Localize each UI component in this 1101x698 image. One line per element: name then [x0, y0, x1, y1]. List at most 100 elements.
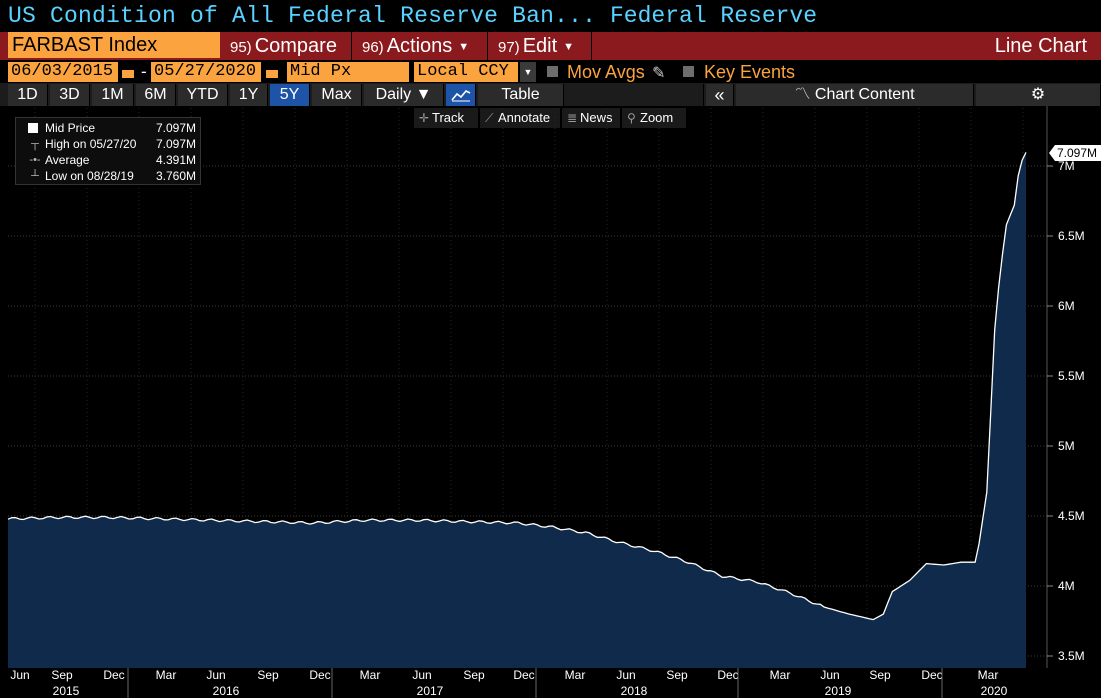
- start-date-field[interactable]: 06/03/2015: [8, 62, 118, 82]
- x-tick-label: Dec: [309, 668, 330, 682]
- period-button-1y[interactable]: 1Y: [230, 84, 268, 106]
- period-button-max[interactable]: Max: [312, 84, 362, 106]
- y-tick-label: 6.5M: [1058, 229, 1085, 243]
- calendar-icon[interactable]: [121, 66, 135, 79]
- last-value-tag: 7.097M: [1049, 145, 1101, 161]
- period-button-3d[interactable]: 3D: [50, 84, 90, 106]
- x-tick-label: Jun: [10, 668, 29, 682]
- frequency-label: Daily: [375, 86, 412, 103]
- period-button-ytd[interactable]: YTD: [178, 84, 228, 106]
- toolbar-spacer: [564, 84, 704, 106]
- x-tick-label: Mar: [770, 668, 791, 682]
- x-tick-label: Sep: [666, 668, 688, 682]
- actions-number: 96): [362, 39, 384, 56]
- field-selector[interactable]: Mid Px: [287, 62, 409, 82]
- legend-value: 3.760M: [155, 169, 196, 183]
- chevron-down-icon[interactable]: ▼: [520, 62, 536, 82]
- chart-type-label[interactable]: Line Chart: [994, 35, 1087, 57]
- actions-button[interactable]: 96) Actions ▼: [356, 32, 488, 60]
- x-tick-label: Mar: [360, 668, 381, 682]
- source-title: Federal Reserve: [610, 3, 818, 29]
- legend-average: -•- Average 4.391M: [16, 152, 200, 168]
- x-year-label: 2020: [981, 684, 1008, 698]
- chevron-down-icon: ▼: [563, 41, 575, 53]
- x-tick-label: Dec: [103, 668, 124, 682]
- compare-label: Compare: [254, 35, 337, 57]
- mov-avgs-checkbox[interactable]: [547, 66, 558, 77]
- track-tool[interactable]: ✛ Track: [414, 108, 478, 128]
- x-tick-label: Sep: [51, 668, 73, 682]
- x-axis: Jun Sep Dec Mar Jun Sep Dec Mar Jun Sep Dec Mar Jun S…: [10, 668, 1008, 698]
- legend-label: Average: [45, 153, 90, 167]
- calendar-icon[interactable]: [265, 66, 279, 79]
- y-tick-label: 4.5M: [1058, 509, 1085, 523]
- y-tick-label: 7M: [1058, 159, 1075, 173]
- x-year-label: 2015: [53, 684, 80, 698]
- high-marker-icon: ┬: [31, 138, 39, 150]
- key-events-checkbox[interactable]: [683, 66, 694, 77]
- legend-value: 4.391M: [155, 153, 196, 167]
- end-date-field[interactable]: 05/27/2020: [151, 62, 261, 82]
- edit-label: Edit: [522, 35, 558, 57]
- x-tick-label: Sep: [869, 668, 891, 682]
- legend-label: High on 05/27/20: [45, 137, 137, 151]
- period-button-1m[interactable]: 1M: [92, 84, 134, 106]
- last-value-text: 7.097M: [1057, 146, 1097, 160]
- compare-number: 95): [230, 39, 252, 56]
- x-tick-label: Jun: [616, 668, 635, 682]
- x-tick-label: Dec: [513, 668, 534, 682]
- period-button-1d[interactable]: 1D: [8, 84, 48, 106]
- x-tick-label: Dec: [717, 668, 738, 682]
- annotate-icon: ⟋: [485, 111, 494, 125]
- price-area: [8, 152, 1026, 668]
- legend-value: 7.097M: [155, 137, 196, 151]
- legend-value: 7.097M: [155, 121, 196, 135]
- news-icon: ≣: [567, 111, 578, 125]
- chart-content-button[interactable]: 〽 Chart Content: [736, 84, 974, 106]
- legend-label: Low on 08/28/19: [45, 169, 134, 183]
- pencil-icon[interactable]: ✎: [652, 65, 666, 82]
- series-swatch-icon: [28, 123, 38, 133]
- zoom-tool[interactable]: ⚲ Zoom: [622, 108, 686, 128]
- collapse-icon[interactable]: «: [706, 84, 734, 106]
- track-label: Track: [432, 110, 465, 125]
- ticker-field[interactable]: FARBAST Index: [8, 32, 220, 58]
- chart-content-icon: 〽: [794, 86, 811, 103]
- low-marker-icon: ┴: [31, 170, 39, 182]
- search-icon: ⚲: [627, 111, 636, 125]
- x-tick-label: Sep: [463, 668, 485, 682]
- y-tick-label: 5.5M: [1058, 369, 1085, 383]
- security-title: US Condition of All Federal Reserve Ban.…: [8, 3, 597, 29]
- actions-label: Actions: [386, 35, 453, 57]
- period-button-6m[interactable]: 6M: [136, 84, 176, 106]
- x-year-label: 2017: [417, 684, 444, 698]
- annotate-tool[interactable]: ⟋ Annotate: [480, 108, 560, 128]
- mov-avgs-label[interactable]: Mov Avgs: [567, 62, 645, 82]
- zoom-label: Zoom: [640, 110, 674, 125]
- currency-selector[interactable]: Local CCY: [414, 62, 518, 82]
- x-tick-label: Dec: [921, 668, 942, 682]
- edit-button[interactable]: 97) Edit ▼: [492, 32, 592, 60]
- period-button-5y[interactable]: 5Y: [270, 84, 310, 106]
- y-tick-label: 6M: [1058, 299, 1075, 313]
- compare-button[interactable]: 95) Compare: [224, 32, 352, 60]
- line-chart-icon[interactable]: [446, 84, 476, 106]
- table-button[interactable]: Table: [478, 84, 564, 106]
- x-tick-label: Jun: [206, 668, 225, 682]
- chart-content-label: Chart Content: [814, 86, 915, 103]
- average-marker-icon: -•-: [29, 154, 41, 166]
- x-tick-label: Mar: [565, 668, 586, 682]
- frequency-dropdown[interactable]: Daily ▼: [364, 84, 444, 106]
- x-tick-label: Jun: [412, 668, 431, 682]
- y-tick-label: 3.5M: [1058, 649, 1085, 663]
- x-tick-label: Mar: [156, 668, 177, 682]
- news-tool[interactable]: ≣ News: [562, 108, 620, 128]
- key-events-label[interactable]: Key Events: [704, 62, 796, 82]
- legend-label: Mid Price: [45, 121, 96, 135]
- y-axis: 3.5M 4M 4.5M 5M 5.5M 6M 6.5M 7M: [1047, 159, 1085, 663]
- y-tick-label: 4M: [1058, 579, 1075, 593]
- crosshair-icon: ✛: [419, 111, 430, 125]
- x-year-label: 2016: [213, 684, 240, 698]
- legend-mid-price: Mid Price 7.097M: [16, 120, 200, 136]
